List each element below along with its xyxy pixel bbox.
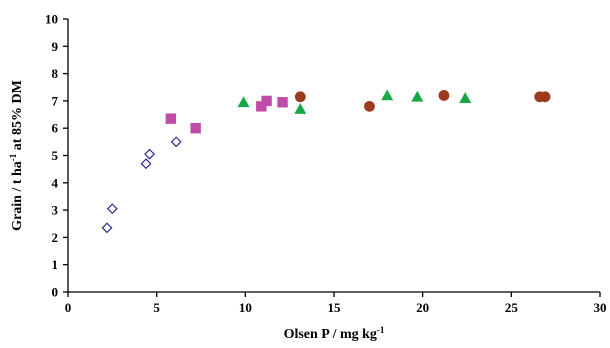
x-tick-label: 5 (153, 300, 160, 315)
y-tick-label: 10 (45, 12, 58, 27)
y-tick-label: 6 (52, 121, 59, 136)
ticks-layer: 0 1 2 3 4 5 6 7 8 9 10 0 5 10 15 20 25 30 (45, 12, 607, 316)
x-tick-label: 30 (594, 300, 607, 315)
circle-point (294, 91, 306, 103)
x-tick-label: 0 (65, 300, 72, 315)
diamond-point (170, 136, 182, 148)
triangle-point (237, 96, 250, 108)
triangle-point (381, 89, 394, 101)
y-tick-label: 1 (52, 257, 59, 272)
x-tick-label: 20 (416, 300, 429, 315)
x-tick-label: 25 (505, 300, 519, 315)
y-tick-label: 5 (52, 148, 59, 163)
y-tick-label: 8 (52, 66, 59, 81)
y-tick-label: 4 (52, 175, 59, 190)
x-axis-title-sup: -1 (377, 325, 385, 335)
x-tick-label: 10 (239, 300, 252, 315)
circle-point (438, 90, 450, 101)
square-point (165, 113, 177, 124)
x-axis-title-main: Olsen P / mg kg (284, 327, 377, 342)
y-tick-label: 9 (52, 39, 59, 54)
y-tick-label: 3 (52, 203, 59, 218)
square-point (277, 97, 288, 108)
diamond-point (106, 203, 118, 215)
y-tick-label: 7 (52, 93, 59, 108)
diamond-point (140, 158, 152, 170)
x-axis-title: Olsen P / mg kg-1 (284, 325, 385, 342)
diamond-point (101, 222, 113, 234)
circle-point (539, 91, 551, 103)
y-tick-label: 2 (52, 230, 59, 245)
x-tick-label: 15 (328, 300, 342, 315)
y-axis-title-sup: -1 (8, 153, 18, 161)
triangle-point (294, 103, 307, 114)
y-axis-title-pre: Grain / t ha (10, 161, 25, 231)
marks-layer (101, 89, 551, 234)
square-point (261, 95, 272, 107)
triangle-point (411, 90, 424, 102)
y-axis-title-post: at 85% DM (10, 80, 25, 154)
triangle-point (459, 92, 472, 103)
y-axis-title: Grain / t ha-1 at 85% DM (8, 80, 25, 231)
square-point (256, 101, 267, 112)
square-point (190, 123, 201, 134)
diamond-point (144, 148, 156, 160)
circle-point (364, 100, 375, 112)
y-tick-label: 0 (52, 285, 59, 300)
